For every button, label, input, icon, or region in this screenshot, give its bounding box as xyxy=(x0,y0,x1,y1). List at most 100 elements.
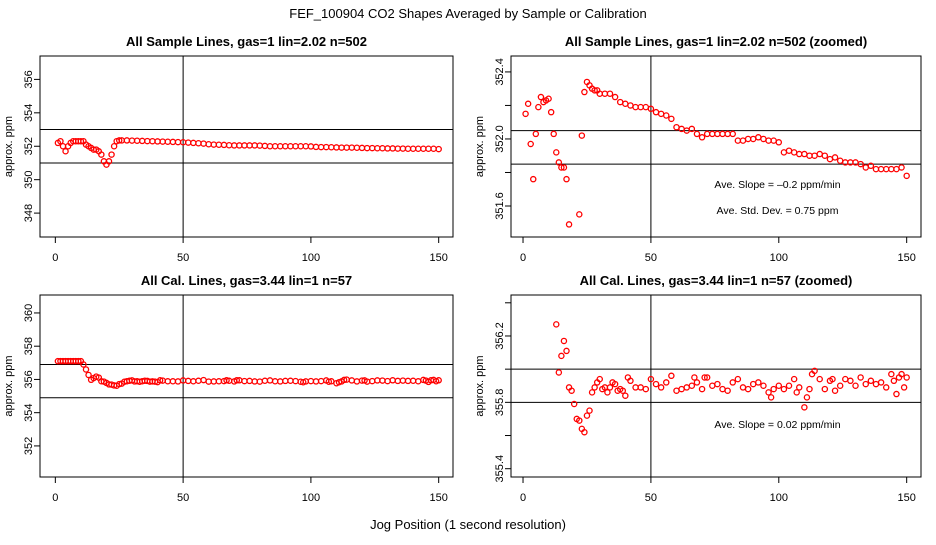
data-point xyxy=(790,149,798,156)
y-tick-label: 355.4 xyxy=(494,455,506,483)
data-point xyxy=(734,375,742,383)
data-point xyxy=(596,375,604,383)
data-point xyxy=(872,380,880,388)
data-point xyxy=(80,361,87,368)
data-point xyxy=(893,390,900,398)
data-point xyxy=(749,135,757,143)
data-point xyxy=(77,137,85,145)
data-point xyxy=(338,144,345,151)
data-point xyxy=(847,377,854,385)
data-point xyxy=(287,142,294,150)
data-point xyxy=(611,93,619,101)
data-point xyxy=(668,115,675,123)
data-point xyxy=(220,141,228,149)
data-point xyxy=(530,175,537,183)
data-point xyxy=(637,384,644,391)
y-axis-label: approx. ppm xyxy=(474,355,486,416)
y-tick-label: 351.6 xyxy=(494,192,506,220)
data-point xyxy=(657,110,665,118)
data-point xyxy=(560,337,568,345)
data-point xyxy=(435,145,442,153)
data-point xyxy=(133,137,141,144)
data-point xyxy=(266,142,274,150)
data-point xyxy=(215,141,223,148)
x-tick-label: 50 xyxy=(177,252,189,264)
data-point xyxy=(558,164,565,171)
data-point xyxy=(898,164,905,171)
data-point xyxy=(210,141,218,148)
data-point xyxy=(698,385,706,393)
data-point xyxy=(379,145,386,152)
data-point xyxy=(836,157,844,164)
panel-4: All Cal. Lines, gas=3.44 lin=1 n=57 (zoo… xyxy=(474,273,922,504)
data-point xyxy=(632,103,639,111)
data-point xyxy=(394,145,402,152)
data-point xyxy=(739,137,747,144)
x-tick-label: 150 xyxy=(430,252,448,264)
data-point xyxy=(292,142,299,150)
data-point xyxy=(806,385,813,393)
data-point xyxy=(261,142,269,150)
data-point xyxy=(882,165,890,173)
data-point xyxy=(312,143,320,151)
data-point xyxy=(409,145,417,153)
data-point xyxy=(174,378,182,385)
data-point xyxy=(652,380,660,388)
data-point xyxy=(588,389,596,396)
data-point xyxy=(292,377,299,385)
data-point xyxy=(632,384,639,391)
y-axis-label: approx. ppm xyxy=(3,355,15,416)
x-tick-label: 150 xyxy=(897,492,915,504)
data-point xyxy=(744,135,752,143)
data-point xyxy=(842,375,849,383)
y-tick-label: 358 xyxy=(23,337,35,355)
data-point xyxy=(780,385,788,393)
data-point xyxy=(775,382,783,390)
data-point xyxy=(821,385,829,393)
data-point xyxy=(256,142,264,149)
data-point xyxy=(384,377,391,385)
data-point xyxy=(115,380,123,388)
data-point xyxy=(693,130,701,138)
plot-frame xyxy=(510,294,922,478)
x-tick-label: 0 xyxy=(52,252,58,264)
data-point xyxy=(729,379,737,386)
data-point xyxy=(591,384,598,391)
figure-xlabel: Jog Position (1 second resolution) xyxy=(370,517,566,532)
data-point xyxy=(862,380,870,388)
data-point xyxy=(724,387,731,394)
data-point xyxy=(657,384,665,391)
data-point xyxy=(420,145,427,153)
y-tick-label: 360 xyxy=(23,304,35,322)
data-point xyxy=(801,150,808,158)
data-point xyxy=(325,378,333,386)
data-point xyxy=(734,137,742,144)
data-point xyxy=(765,389,772,396)
data-point xyxy=(169,378,177,385)
data-point xyxy=(888,165,895,173)
data-point xyxy=(115,137,123,144)
data-point xyxy=(739,384,747,391)
data-point xyxy=(195,139,202,147)
data-point xyxy=(307,377,315,385)
data-point xyxy=(678,385,685,393)
data-point xyxy=(616,98,624,106)
x-tick-label: 50 xyxy=(177,492,189,504)
data-point xyxy=(581,88,588,96)
data-point xyxy=(251,142,258,149)
data-point xyxy=(138,137,146,145)
y-tick-label: 352.0 xyxy=(494,125,506,153)
data-point xyxy=(811,367,818,375)
data-point xyxy=(368,377,376,385)
data-point xyxy=(693,379,701,386)
annotation: Ave. Std. Dev. = 0.75 ppm xyxy=(717,205,839,217)
data-point xyxy=(302,142,310,150)
data-point xyxy=(647,375,655,383)
data-point xyxy=(333,144,340,151)
data-point xyxy=(225,141,233,149)
data-point xyxy=(755,134,762,141)
data-point xyxy=(317,377,325,385)
data-point xyxy=(668,372,675,380)
data-point xyxy=(622,392,629,399)
